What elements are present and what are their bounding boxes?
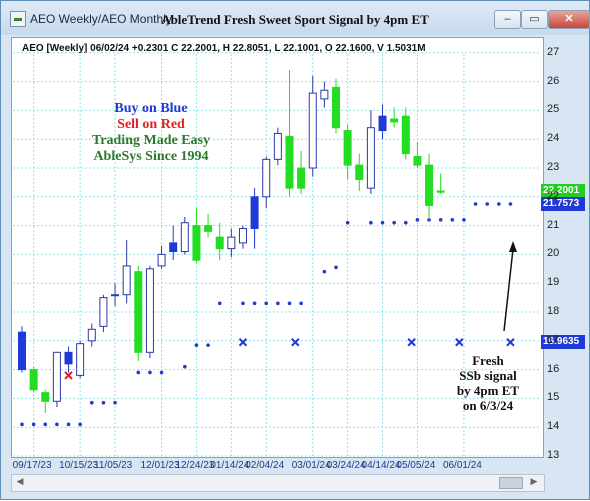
x-tick-label: 12/24/23 (175, 460, 215, 471)
restore-button[interactable]: ▭ (521, 10, 548, 29)
y-tick-label: 16 (547, 362, 560, 375)
price-tag: 21.7573 (541, 196, 585, 211)
fresh-line-3: by 4pm ET (456, 383, 520, 398)
x-tick-label: 09/17/23 (12, 460, 52, 471)
title-bar[interactable]: AEO Weekly/AEO Monthly AbleTrend Fresh S… (1, 1, 590, 35)
scroll-thumb[interactable] (499, 477, 523, 489)
legend-annotation: Buy on Blue Sell on Red Trading Made Eas… (71, 101, 231, 165)
y-tick-label: 21 (547, 218, 560, 231)
minimize-button[interactable]: – (494, 10, 521, 29)
ablesys-text: AbleSys Since 1994 (93, 149, 209, 164)
fresh-line-4: on 6/3/24 (462, 398, 514, 413)
x-tick-label: 03/01/24 (291, 460, 331, 471)
fresh-line-1: Fresh (472, 353, 504, 368)
fresh-line-2: SSb signal (459, 368, 517, 383)
x-tick-label: 11/05/23 (94, 460, 133, 471)
price-tag: 22.2001 (541, 184, 585, 199)
scroll-left-icon[interactable]: ◀ (16, 476, 24, 486)
price-tag: 16.9635 (541, 334, 585, 349)
x-tick-label: 04/14/24 (361, 460, 401, 471)
chart-title: AbleTrend Fresh Sweet Sport Signal by 4p… (161, 12, 429, 27)
plot-area[interactable]: AEO [Weekly] 06/02/24 +0.2301 C 22.2001,… (11, 37, 544, 458)
close-button[interactable]: ✕ (548, 10, 590, 29)
scroll-right-icon[interactable]: ▶ (530, 476, 538, 486)
horizontal-scrollbar[interactable]: ◀ ▶ (11, 474, 545, 492)
chart-app-icon (10, 11, 26, 27)
buy-on-blue-text: Buy on Blue (114, 101, 188, 116)
y-tick-label: 27 (547, 45, 560, 58)
x-tick-label: 05/05/24 (396, 460, 436, 471)
x-tick-label: 02/04/24 (245, 460, 285, 471)
y-tick-label: 23 (547, 161, 560, 173)
y-tick-label: 18 (547, 305, 560, 317)
x-tick-label: 01/14/24 (210, 460, 250, 471)
sell-on-red-text: Sell on Red (117, 117, 185, 132)
y-tick-label: 24 (547, 132, 560, 145)
x-tick-label: 10/15/23 (59, 460, 99, 471)
x-tick-label: 03/24/24 (326, 460, 366, 471)
y-tick-label: 19 (547, 276, 560, 289)
fresh-signal-annotation: Fresh SSb signal by 4pm ET on 6/3/24 (433, 353, 543, 413)
window-title: AEO Weekly/AEO Monthly (30, 12, 172, 26)
y-tick-label: 22 (547, 189, 560, 202)
y-tick-label: 14 (547, 420, 560, 433)
y-tick-label: 26 (547, 74, 560, 87)
x-tick-label: 06/01/24 (442, 460, 482, 471)
x-tick-label: 12/01/23 (140, 460, 180, 471)
y-tick-label: 15 (547, 391, 560, 404)
y-tick-label: 13 (547, 449, 560, 461)
ohlc-info-line: AEO [Weekly] 06/02/24 +0.2301 C 22.2001,… (22, 43, 426, 54)
y-tick-label: 17 (547, 333, 560, 346)
trading-made-easy-text: Trading Made Easy (92, 133, 210, 148)
y-tick-label: 25 (547, 103, 560, 116)
y-tick-label: 20 (547, 247, 560, 260)
